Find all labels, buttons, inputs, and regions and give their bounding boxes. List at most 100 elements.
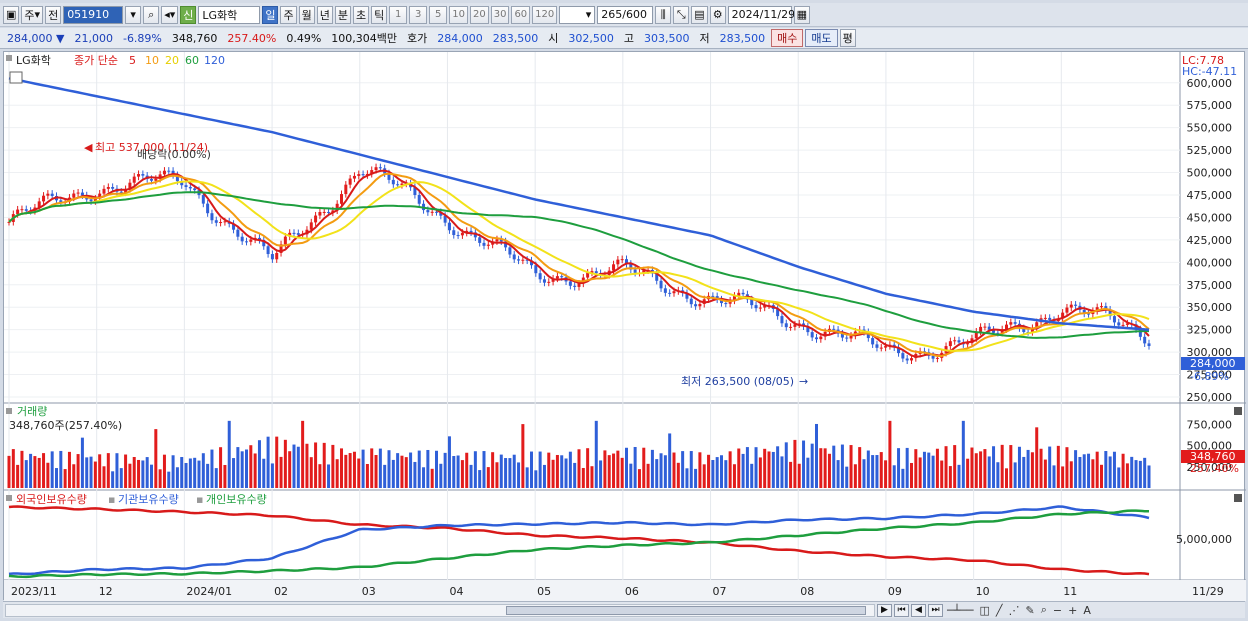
ma-line-5	[8, 169, 1150, 358]
volume-bar	[193, 457, 197, 488]
horizontal-scrollbar[interactable]	[5, 603, 875, 617]
volume-bar	[137, 459, 141, 488]
volume-bar	[620, 457, 624, 488]
volume-bar	[944, 446, 948, 488]
code-input[interactable]: 051910	[63, 5, 124, 24]
interval-3[interactable]: 3	[409, 5, 428, 24]
candle-body	[508, 247, 512, 255]
candle-body	[1134, 324, 1138, 330]
sound-icon[interactable]: ◂▾	[161, 5, 179, 24]
chart-settings-icon[interactable]	[9, 71, 23, 84]
prev-button[interactable]: 전	[45, 5, 62, 24]
candle-body	[966, 343, 970, 345]
period-week[interactable]: 주	[280, 5, 297, 24]
eval-button[interactable]: 평	[839, 29, 856, 47]
draw-icon[interactable]: ⤡	[673, 5, 690, 24]
volume-bar	[1022, 456, 1026, 488]
legend-individual: 개인보유수량	[206, 493, 267, 506]
min-annotation: 최저 263,500 (08/05)	[681, 375, 794, 388]
scroll-right-icon[interactable]: ▶	[877, 603, 892, 617]
volume-bar	[1013, 462, 1017, 488]
period-month[interactable]: 월	[298, 5, 315, 24]
zoom-in-icon[interactable]: +	[1068, 603, 1078, 617]
volume-bar	[63, 469, 67, 488]
interval-5[interactable]: 5	[429, 5, 448, 24]
axes: 600,000 575,000 550,000 525,000 500,000 475,0…	[11, 77, 1232, 598]
candle-body	[979, 326, 983, 332]
scroll-left-icon[interactable]: ◀	[911, 603, 926, 617]
volume-bar	[836, 460, 840, 488]
volume-bar	[314, 442, 318, 488]
calendar-icon[interactable]: ▦	[793, 5, 811, 24]
volume-bar	[374, 455, 378, 488]
candle-body	[378, 167, 382, 169]
chart-area[interactable]: 600,000 575,000 550,000 525,000 500,000 475,0…	[3, 51, 1246, 601]
candle-body	[443, 215, 447, 223]
candle-icon[interactable]: ⫼	[655, 5, 672, 24]
interval-20[interactable]: 20	[469, 5, 489, 24]
count-input[interactable]: 265/600	[597, 5, 654, 24]
zoom-out-icon[interactable]: −	[1052, 603, 1063, 617]
tool-pen-icon[interactable]: ✎	[1025, 603, 1035, 617]
tool-ruler-icon[interactable]: ◫	[979, 603, 990, 617]
search-icon[interactable]: ⌕	[143, 5, 160, 24]
buy-button[interactable]: 매수	[771, 29, 804, 47]
volume-bar	[1087, 453, 1091, 488]
zoom-icon[interactable]: ⌕	[1040, 603, 1047, 616]
tool-line-icon[interactable]: ╱	[995, 603, 1003, 617]
zoom-slider-icon[interactable]: ─┴──	[947, 603, 974, 617]
candle-body	[983, 326, 987, 328]
interval-60[interactable]: 60	[511, 5, 531, 24]
price-tick-label: 600,000	[1187, 77, 1233, 90]
chart-canvas[interactable]: 600,000 575,000 550,000 525,000 500,000 475,0…	[4, 52, 1246, 601]
candle-body	[128, 182, 132, 190]
candle-body	[236, 229, 240, 237]
layout-icon[interactable]: ▣	[3, 5, 20, 24]
scroll-thumb[interactable]	[506, 605, 866, 615]
holdings-panel-close-icon[interactable]	[1234, 494, 1242, 502]
candle-body	[1108, 309, 1112, 317]
candle-body	[292, 232, 296, 234]
volume-panel-close-icon[interactable]	[1234, 407, 1242, 415]
volume-bar	[124, 454, 128, 488]
stock-name: LG화학	[198, 5, 261, 24]
candle-body	[188, 186, 192, 189]
price-value: 284,000 ▼	[3, 32, 68, 45]
period-year[interactable]: 년	[316, 5, 333, 24]
sell-button[interactable]: 매도	[805, 29, 838, 47]
volume-bar	[732, 464, 736, 488]
save-icon[interactable]: ▤	[691, 5, 708, 24]
code-dropdown-icon[interactable]: ▾	[125, 5, 142, 24]
period-minute[interactable]: 분	[334, 5, 351, 24]
candle-body	[763, 305, 767, 308]
type-select[interactable]: 주 ▾	[21, 5, 44, 24]
candle-body	[296, 233, 300, 235]
candle-body	[426, 210, 430, 213]
scroll-end-icon[interactable]: ⏭	[928, 603, 943, 617]
interval-1[interactable]: 1	[389, 5, 408, 24]
x-tick-label: 07	[713, 585, 727, 598]
volume-bar	[586, 448, 590, 488]
date-input[interactable]: 2024/11/29	[727, 5, 795, 24]
candle-body	[897, 347, 901, 354]
current-volume-pct: 257.40%	[1190, 462, 1239, 475]
volume-bar	[309, 457, 313, 488]
gear-icon[interactable]: ⚙	[709, 5, 726, 24]
interval-custom-input[interactable]: ▾	[559, 5, 596, 24]
period-second[interactable]: 초	[352, 5, 370, 24]
volume-bar	[517, 462, 521, 488]
candle-body	[521, 259, 525, 261]
candle-body	[42, 195, 46, 202]
period-day[interactable]: 일	[262, 5, 279, 24]
volume-bar	[1095, 451, 1099, 488]
scroll-start-icon[interactable]: ⏮	[894, 603, 909, 617]
tool-fibo-icon[interactable]: ⋰	[1008, 603, 1020, 617]
candle-body	[1087, 313, 1091, 315]
font-icon[interactable]: A	[1083, 603, 1091, 617]
period-tick[interactable]: 틱	[371, 5, 388, 24]
candle-body	[400, 183, 404, 186]
volume-bar	[80, 437, 84, 488]
interval-10[interactable]: 10	[449, 5, 468, 24]
interval-120[interactable]: 120	[532, 5, 558, 24]
interval-30[interactable]: 30	[490, 5, 510, 24]
